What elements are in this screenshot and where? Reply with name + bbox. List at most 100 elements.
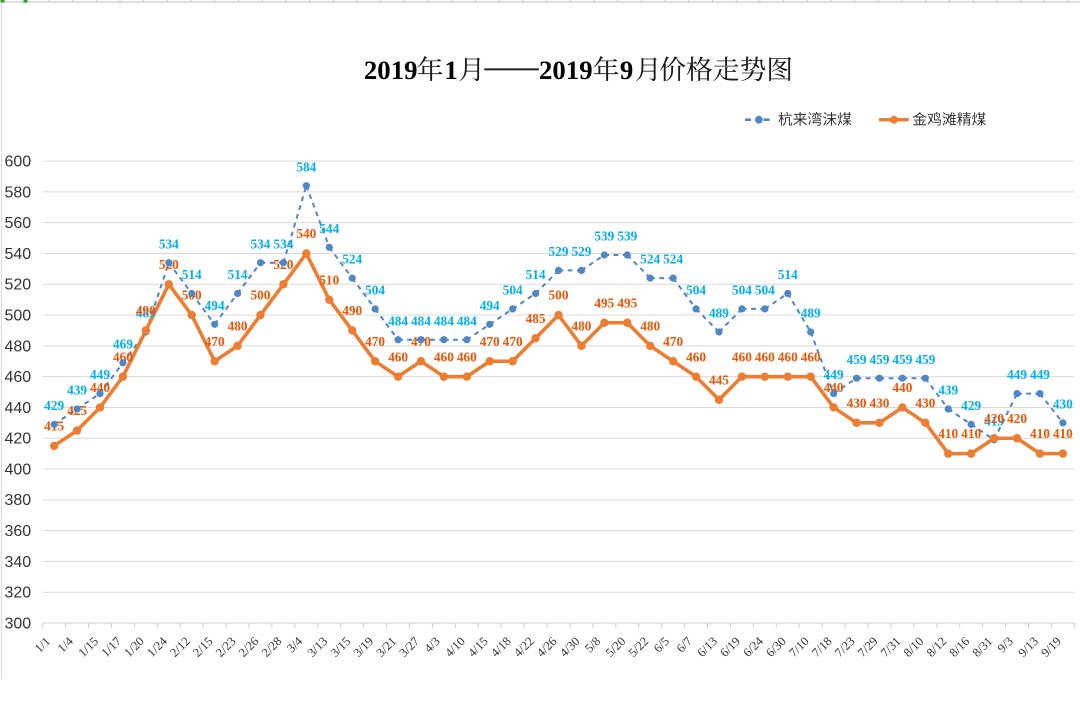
- svg-text:2019: 2019: [364, 55, 418, 85]
- svg-text:429: 429: [44, 398, 64, 413]
- svg-text:470: 470: [365, 334, 385, 349]
- svg-text:419: 419: [984, 413, 1004, 428]
- svg-text:514: 514: [526, 267, 546, 282]
- svg-text:449: 449: [90, 367, 110, 382]
- svg-text:484: 484: [434, 313, 454, 328]
- svg-text:2019: 2019: [539, 55, 593, 85]
- svg-text:459: 459: [869, 352, 889, 367]
- svg-text:430: 430: [847, 395, 867, 410]
- svg-text:439: 439: [67, 383, 87, 398]
- svg-text:500: 500: [549, 288, 569, 303]
- svg-text:459: 459: [847, 352, 867, 367]
- svg-text:360: 360: [4, 523, 31, 540]
- svg-text:489: 489: [709, 306, 729, 321]
- svg-text:524: 524: [342, 252, 362, 267]
- svg-text:410: 410: [961, 426, 981, 441]
- svg-text:420: 420: [984, 411, 1004, 426]
- svg-text:534: 534: [251, 236, 271, 251]
- svg-text:460: 460: [801, 349, 821, 364]
- svg-text:524: 524: [640, 252, 660, 267]
- svg-text:514: 514: [228, 267, 248, 282]
- svg-text:485: 485: [526, 311, 546, 326]
- svg-text:540: 540: [4, 246, 31, 263]
- svg-text:449: 449: [824, 367, 844, 382]
- svg-text:410: 410: [938, 426, 958, 441]
- svg-text:534: 534: [273, 236, 293, 251]
- svg-text:430: 430: [915, 395, 935, 410]
- svg-text:460: 460: [755, 349, 775, 364]
- svg-text:460: 460: [388, 349, 408, 364]
- svg-text:584: 584: [296, 159, 316, 174]
- svg-text:470: 470: [480, 334, 500, 349]
- svg-text:529: 529: [549, 244, 569, 259]
- svg-text:460: 460: [778, 349, 798, 364]
- svg-text:514: 514: [182, 267, 202, 282]
- svg-text:484: 484: [457, 313, 477, 328]
- svg-text:480: 480: [4, 338, 31, 355]
- svg-text:460: 460: [686, 349, 706, 364]
- svg-text:460: 460: [4, 369, 31, 386]
- svg-text:484: 484: [411, 313, 431, 328]
- svg-text:540: 540: [296, 226, 316, 241]
- svg-text:484: 484: [388, 313, 408, 328]
- svg-text:495: 495: [594, 295, 614, 310]
- svg-text:340: 340: [4, 554, 31, 571]
- svg-text:504: 504: [732, 283, 752, 298]
- svg-text:300: 300: [4, 615, 31, 632]
- svg-text:400: 400: [4, 461, 31, 478]
- svg-text:420: 420: [4, 431, 31, 448]
- svg-text:440: 440: [892, 380, 912, 395]
- svg-text:600: 600: [4, 153, 31, 170]
- svg-text:439: 439: [938, 383, 958, 398]
- svg-text:480: 480: [640, 318, 660, 333]
- svg-text:9: 9: [620, 55, 633, 85]
- svg-text:459: 459: [892, 352, 912, 367]
- svg-text:470: 470: [503, 334, 523, 349]
- svg-text:449: 449: [1030, 367, 1050, 382]
- svg-text:504: 504: [365, 283, 385, 298]
- svg-text:504: 504: [755, 283, 775, 298]
- svg-text:420: 420: [1007, 411, 1027, 426]
- svg-text:510: 510: [319, 272, 339, 287]
- svg-text:489: 489: [136, 306, 156, 321]
- svg-text:534: 534: [159, 236, 179, 251]
- svg-text:320: 320: [4, 585, 31, 602]
- svg-text:440: 440: [4, 400, 31, 417]
- svg-text:410: 410: [1053, 426, 1073, 441]
- svg-text:529: 529: [571, 244, 591, 259]
- svg-text:460: 460: [113, 349, 133, 364]
- svg-text:539: 539: [617, 229, 637, 244]
- svg-text:460: 460: [732, 349, 752, 364]
- svg-text:494: 494: [480, 298, 500, 313]
- svg-text:495: 495: [617, 295, 637, 310]
- svg-text:470: 470: [205, 334, 225, 349]
- svg-text:504: 504: [686, 283, 706, 298]
- svg-text:1: 1: [444, 55, 457, 85]
- svg-text:560: 560: [4, 215, 31, 232]
- svg-text:440: 440: [824, 380, 844, 395]
- svg-text:490: 490: [136, 303, 156, 318]
- svg-text:489: 489: [801, 306, 821, 321]
- svg-text:520: 520: [4, 277, 31, 294]
- svg-text:429: 429: [961, 398, 981, 413]
- svg-text:470: 470: [663, 334, 683, 349]
- svg-text:500: 500: [4, 307, 31, 324]
- svg-text:580: 580: [4, 184, 31, 201]
- svg-text:524: 524: [663, 252, 683, 267]
- svg-text:544: 544: [319, 221, 339, 236]
- svg-text:469: 469: [113, 336, 133, 351]
- svg-text:440: 440: [90, 380, 110, 395]
- svg-text:514: 514: [778, 267, 798, 282]
- svg-text:410: 410: [1030, 426, 1050, 441]
- svg-text:490: 490: [342, 303, 362, 318]
- svg-text:500: 500: [251, 288, 271, 303]
- svg-text:539: 539: [594, 229, 614, 244]
- svg-text:449: 449: [1007, 367, 1027, 382]
- svg-text:380: 380: [4, 492, 31, 509]
- svg-text:430: 430: [1053, 396, 1073, 411]
- svg-text:445: 445: [709, 372, 729, 387]
- svg-text:494: 494: [205, 298, 225, 313]
- svg-text:430: 430: [869, 395, 889, 410]
- svg-text:480: 480: [571, 318, 591, 333]
- svg-text:480: 480: [228, 318, 248, 333]
